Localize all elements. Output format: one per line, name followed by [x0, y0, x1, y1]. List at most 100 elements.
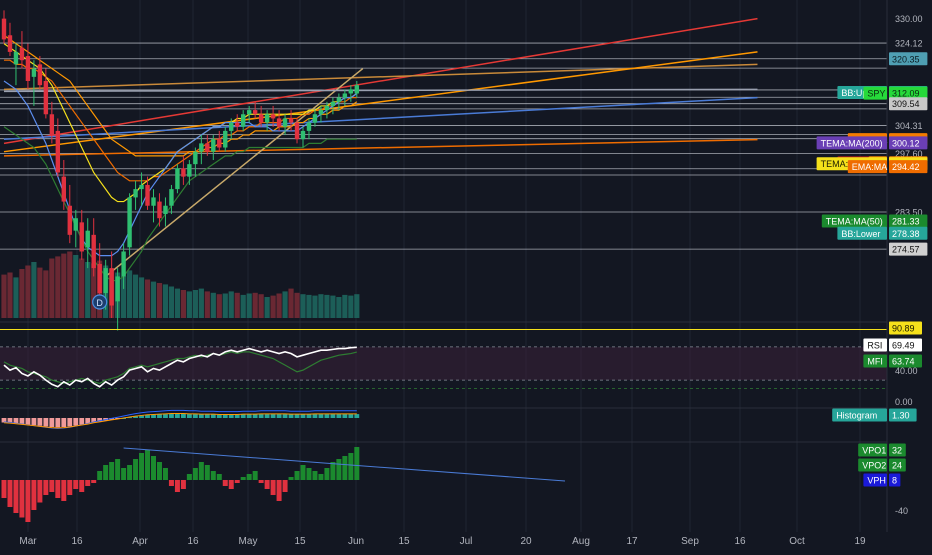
- candle-body: [288, 118, 294, 123]
- candle-body: [127, 197, 132, 248]
- price-tag-label: TEMA:MA(50): [826, 216, 883, 226]
- vp-histogram-bar: [151, 456, 156, 480]
- vp-histogram-bar: [115, 459, 121, 480]
- macd-histogram-bar: [282, 414, 288, 418]
- candle-body: [73, 218, 78, 231]
- vp-trend-line: [123, 447, 566, 482]
- macd-histogram-bar: [97, 418, 103, 422]
- vp-histogram-bar: [342, 456, 348, 480]
- macd-histogram-bar: [216, 414, 222, 418]
- candle-body: [157, 201, 162, 219]
- price-tag-value: 274.57: [892, 245, 920, 255]
- volume-bar: [55, 256, 61, 318]
- candle-body: [91, 234, 96, 269]
- macd-axis-label: 0.00: [895, 397, 913, 407]
- vp-histogram-bar: [97, 471, 103, 480]
- vp-tag-value: 8: [892, 476, 897, 486]
- candle-body: [348, 89, 354, 94]
- volume-bar: [192, 290, 198, 318]
- vp-histogram-bar: [67, 480, 73, 495]
- macd-histogram-bar: [246, 414, 252, 418]
- price-axis-label: 330.00: [895, 14, 923, 24]
- macd-histogram-bar: [324, 414, 330, 418]
- candle-body: [169, 189, 174, 206]
- vp-histogram-bar: [13, 480, 19, 513]
- trend-line: [3, 51, 758, 153]
- macd-histogram-bar: [19, 418, 25, 424]
- candle-body: [241, 114, 246, 127]
- price-tag-label-bg: [837, 226, 887, 240]
- vp-histogram-bar: [300, 465, 306, 480]
- vp-histogram-bar: [264, 480, 270, 489]
- vp-histogram-bar: [354, 447, 360, 480]
- rsi-tag-value-bg: [889, 354, 922, 368]
- volume-bar: [121, 276, 127, 318]
- volume-bar: [73, 255, 79, 318]
- vp-histogram-bar: [216, 474, 222, 480]
- vp-tag-label-bg: [858, 443, 887, 457]
- macd-histogram-bar: [330, 414, 336, 418]
- price-tag-label-bg: [821, 214, 887, 228]
- volume-bar: [228, 291, 234, 318]
- vp-histogram-bar: [156, 462, 162, 480]
- volume-bar: [91, 263, 97, 318]
- candle-body: [300, 130, 306, 140]
- macd-histogram-bar: [306, 414, 312, 418]
- price-tag-value: 278.38: [892, 229, 920, 239]
- macd-histogram-bar: [25, 418, 31, 425]
- vp-histogram-bar: [162, 468, 168, 480]
- vp-histogram-bar: [348, 453, 354, 480]
- trend-line: [3, 138, 758, 157]
- candle-body: [25, 56, 31, 81]
- macd-tag-value: 1.30: [892, 411, 910, 421]
- volume-bar: [348, 295, 354, 318]
- x-axis-label: Jun: [348, 536, 364, 547]
- macd-histogram-bar: [175, 413, 180, 418]
- volume-bar: [240, 294, 246, 318]
- volume-bar: [180, 290, 186, 318]
- macd-histogram-bar: [258, 414, 264, 418]
- vp-histogram-bar: [31, 480, 37, 510]
- candle-body: [217, 139, 222, 148]
- candle-body: [211, 139, 216, 152]
- rsi-band: [0, 346, 887, 381]
- x-axis-label: Jul: [460, 536, 473, 547]
- candle-body: [223, 130, 228, 148]
- vp-histogram-bar: [222, 480, 228, 486]
- price-tag-value-bg: [889, 226, 928, 240]
- vp-tag-label-bg: [863, 473, 887, 487]
- volume-bar: [354, 294, 360, 318]
- candle-body: [49, 114, 55, 136]
- vp-histogram-bar: [312, 471, 318, 480]
- candle-body: [187, 164, 192, 177]
- x-axis-label: Mar: [19, 536, 37, 547]
- macd-histogram-bar: [181, 413, 186, 418]
- candle-body: [229, 122, 234, 131]
- volume-bar: [144, 279, 151, 318]
- price-tag-value-bg: [889, 242, 928, 256]
- x-axis-label: Sep: [681, 536, 699, 547]
- x-axis-label: 19: [854, 536, 866, 547]
- volume-bar: [342, 294, 348, 318]
- candle-body: [193, 151, 198, 165]
- price-tag-label: TEMA:MA(200): [821, 138, 883, 148]
- price-tag-value-bg: [889, 214, 928, 228]
- candle-body: [79, 222, 84, 252]
- vp-histogram-bar: [43, 480, 49, 495]
- candle-body: [312, 114, 318, 123]
- vp-tag-label: VPH: [867, 476, 886, 486]
- vp-histogram-bar: [79, 480, 85, 492]
- vp-histogram-bar: [330, 462, 336, 480]
- vp-histogram-bar: [240, 477, 246, 480]
- macd-histogram-bar: [240, 414, 246, 418]
- vp-histogram-bar: [109, 462, 115, 480]
- volume-bar: [198, 288, 204, 318]
- rsi-axis-label: 40.00: [895, 366, 918, 376]
- price-tag-label: BB:Upper: [841, 88, 880, 98]
- macd-histogram-bar: [157, 414, 162, 418]
- trend-line: [3, 17, 758, 145]
- x-axis-label: 15: [294, 536, 306, 547]
- candle-body: [276, 118, 282, 127]
- volume-bar: [7, 272, 13, 318]
- vp-histogram-bar: [294, 471, 300, 480]
